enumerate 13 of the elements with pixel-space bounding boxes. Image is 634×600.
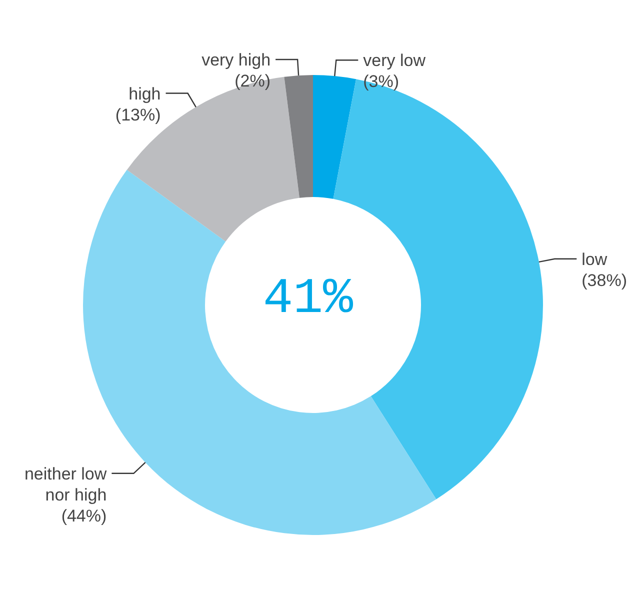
- slice-label: neither low nor high: [24, 464, 108, 504]
- data-label: (3%): [363, 72, 400, 92]
- data-label: (38%): [582, 270, 627, 290]
- slice-label: very low: [363, 51, 426, 70]
- data-label: (13%): [115, 105, 161, 124]
- slice-label: high: [128, 84, 161, 104]
- donut-slice: [284, 75, 313, 198]
- text: 41%: [262, 270, 354, 330]
- donut-slice: [313, 75, 356, 199]
- data-label: (2%): [234, 71, 271, 90]
- data-label: (44%): [61, 506, 107, 526]
- slice-label: low: [582, 250, 608, 269]
- slice-label: very high: [202, 50, 271, 70]
